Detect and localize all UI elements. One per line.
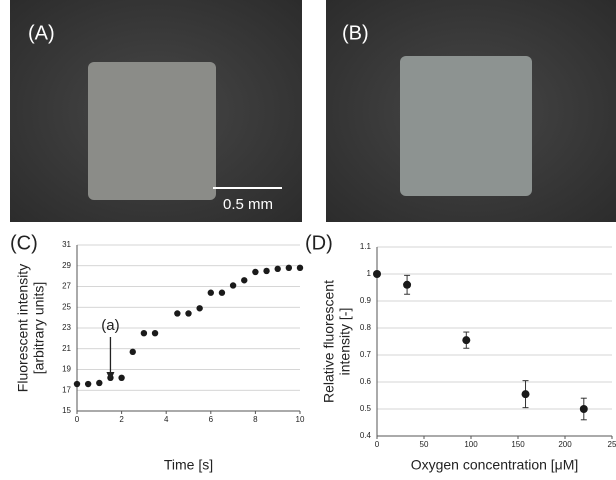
x-axis-label: Time [s] <box>164 457 213 473</box>
x-tick-label: 10 <box>296 415 305 424</box>
data-point <box>218 289 226 296</box>
y-tick-label: 1.1 <box>360 242 372 251</box>
y-tick-label: 23 <box>62 323 71 332</box>
scale-bar-label: 0.5 mm <box>223 196 273 213</box>
x-tick-label: 4 <box>164 415 169 424</box>
y-tick-label: 27 <box>62 282 71 291</box>
data-point <box>252 268 259 276</box>
x-tick-label: 0 <box>375 440 380 449</box>
x-tick-label: 0 <box>75 415 80 424</box>
annotation-arrowhead <box>106 372 115 381</box>
y-tick-label: 0.8 <box>360 323 372 332</box>
data-point <box>118 374 125 381</box>
data-point <box>84 380 92 388</box>
x-tick-label: 6 <box>209 415 214 424</box>
data-point <box>521 390 530 399</box>
y-tick-label: 0.7 <box>360 350 372 359</box>
data-point <box>403 280 412 289</box>
data-point <box>462 336 471 345</box>
data-point <box>73 380 81 388</box>
data-point <box>373 270 381 278</box>
data-point <box>174 310 181 317</box>
y-tick-label: 25 <box>62 302 71 311</box>
data-point <box>140 329 148 337</box>
y-tick-label: 0.5 <box>360 404 372 413</box>
y-axis-label: Relative fluorescent <box>321 280 337 403</box>
sample-square-a <box>88 62 216 200</box>
data-point <box>241 277 248 284</box>
sample-square-b <box>400 56 532 196</box>
data-point <box>285 264 293 272</box>
data-point <box>296 264 304 272</box>
x-tick-label: 8 <box>253 415 258 424</box>
panel-label: (C) <box>10 232 38 254</box>
x-tick-label: 50 <box>420 440 429 449</box>
y-tick-label: 21 <box>62 344 71 353</box>
data-point <box>229 282 237 289</box>
data-point <box>185 310 192 317</box>
y-tick-label: 31 <box>62 240 71 249</box>
y-tick-label: 19 <box>62 365 71 374</box>
data-point <box>196 305 203 312</box>
panel-label: (B) <box>342 22 369 44</box>
x-axis-label: Oxygen concentration [μM] <box>411 457 579 473</box>
y-tick-label: 0.6 <box>360 377 372 386</box>
data-point <box>96 379 103 387</box>
data-point <box>151 329 159 337</box>
panel-label: (D) <box>305 232 333 254</box>
y-axis-label: [arbitrary units] <box>31 282 47 375</box>
y-tick-label: 15 <box>62 406 71 415</box>
x-tick-label: 200 <box>558 440 572 449</box>
y-axis-label: Fluorescent intensity <box>15 264 31 392</box>
y-tick-label: 0.9 <box>360 296 372 305</box>
data-point <box>129 348 136 356</box>
y-tick-label: 1 <box>367 269 372 278</box>
x-tick-label: 150 <box>511 440 525 449</box>
data-point <box>263 267 270 275</box>
annotation: (a) <box>101 317 119 334</box>
y-axis-label: intensity [-] <box>337 308 353 376</box>
x-tick-label: 25 <box>608 440 616 449</box>
data-point <box>274 265 281 273</box>
y-tick-label: 29 <box>62 261 71 270</box>
x-tick-label: 100 <box>464 440 478 449</box>
x-tick-label: 2 <box>119 415 124 424</box>
data-point <box>207 289 214 296</box>
data-point <box>579 405 588 413</box>
y-tick-label: 17 <box>62 385 71 394</box>
y-tick-label: 0.4 <box>360 431 372 440</box>
panel-label: (A) <box>28 22 55 44</box>
